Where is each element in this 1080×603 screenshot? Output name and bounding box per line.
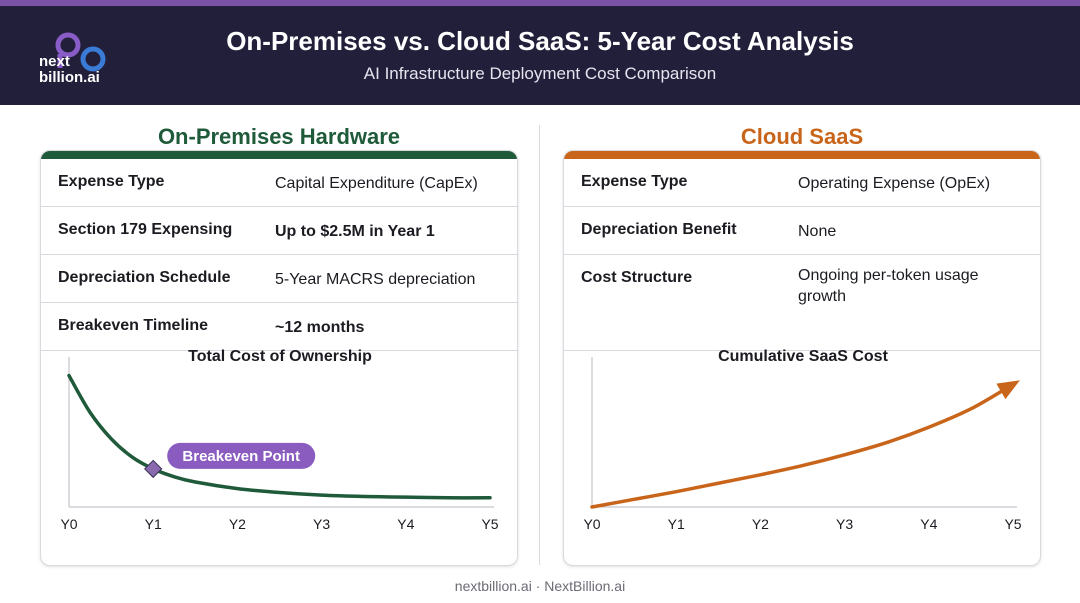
- breakeven-badge: [167, 442, 316, 469]
- row-value: None: [798, 223, 837, 240]
- column-divider: [539, 125, 540, 565]
- saas-chart: Cumulative SaaS Cost Y0 Y1 Y2 Y3 Y4 Y5: [564, 347, 1040, 565]
- row-value: Operating Expense (OpEx): [798, 175, 991, 192]
- x-tick-label: Y4: [920, 516, 937, 532]
- saas-title: Cloud SaaS: [740, 124, 864, 149]
- x-tick-label: Y0: [60, 516, 77, 532]
- chart-title: Cumulative SaaS Cost: [718, 348, 889, 365]
- row-value: Ongoing per-token usage growth: [798, 267, 979, 305]
- x-tick-label: Y4: [397, 516, 414, 532]
- logo-line-2: billion.ai: [39, 69, 100, 86]
- onprem-row-breakeven: Breakeven Timeline ~12 months: [41, 303, 517, 351]
- page-subtitle: AI Infrastructure Deployment Cost Compar…: [363, 64, 717, 83]
- row-label: Breakeven Timeline: [58, 317, 209, 334]
- tco-chart: Total Cost of Ownership Y0 Y1 Y2 Y3 Y4 Y5 Break…: [41, 347, 517, 565]
- footer-credit: nextbillion.ai · NextBillion.ai: [454, 578, 626, 594]
- x-tick-label: Y5: [1004, 516, 1021, 532]
- row-label: Expense Type: [58, 173, 165, 190]
- x-tick-label: Y3: [836, 516, 853, 532]
- onprem-row-depreciation: Depreciation Schedule 5-Year MACRS depre…: [41, 255, 517, 303]
- x-tick-label: Y0: [583, 516, 600, 532]
- row-label: Depreciation Benefit: [581, 221, 737, 238]
- onprem-card: Expense Type Capital Expenditure (CapEx)…: [40, 150, 518, 566]
- arrowhead: [996, 380, 1020, 400]
- saas-row-expense-type: Expense Type Operating Expense (OpEx): [564, 159, 1040, 207]
- saas-card-bar: [564, 151, 1040, 159]
- x-tick-label: Y1: [668, 516, 685, 532]
- row-label: Cost Structure: [581, 269, 693, 286]
- onprem-title: On-Premises Hardware: [157, 124, 401, 149]
- row-label: Expense Type: [581, 173, 688, 190]
- row-value: ~12 months: [275, 319, 365, 336]
- chart-title: Total Cost of Ownership: [188, 348, 372, 365]
- breakeven-label: Breakeven Point: [182, 448, 300, 465]
- series-line: [67, 373, 492, 500]
- onprem-card-bar: [41, 151, 517, 159]
- series-line: [590, 382, 1015, 509]
- nextbillion-logo-icon: [55, 32, 106, 72]
- row-value: Up to $2.5M in Year 1: [275, 223, 435, 240]
- saas-row-depreciation: Depreciation Benefit None: [564, 207, 1040, 255]
- onprem-row-section-179: Section 179 Expensing Up to $2.5M in Yea…: [41, 207, 517, 255]
- x-tick-label: Y2: [752, 516, 769, 532]
- header: next billion.ai On-Premises vs. Cloud Sa…: [0, 6, 1080, 105]
- breakeven-marker: [144, 459, 163, 479]
- row-value: 5-Year MACRS depreciation: [275, 271, 476, 288]
- onprem-row-expense-type: Expense Type Capital Expenditure (CapEx): [41, 159, 517, 207]
- saas-card: Expense Type Operating Expense (OpEx) De…: [563, 150, 1041, 566]
- saas-row-cost-structure: Cost Structure Ongoing per-token usage g…: [564, 255, 1040, 351]
- row-label: Depreciation Schedule: [58, 269, 231, 286]
- row-value: Capital Expenditure (CapEx): [275, 175, 478, 192]
- accent-bar: [0, 0, 1080, 6]
- x-tick-label: Y2: [229, 516, 246, 532]
- logo-line-1: next: [39, 53, 70, 70]
- x-tick-label: Y3: [313, 516, 330, 532]
- saas-chart-svg: Cumulative SaaS Cost Y0 Y1 Y2 Y3 Y4 Y5: [583, 348, 1021, 532]
- x-tick-label: Y5: [481, 516, 498, 532]
- x-tick-label: Y1: [145, 516, 162, 532]
- row-label: Section 179 Expensing: [58, 221, 233, 238]
- page-title: On-Premises vs. Cloud SaaS: 5-Year Cost …: [226, 26, 854, 56]
- tco-chart-svg: Total Cost of Ownership Y0 Y1 Y2 Y3 Y4 Y5 Break…: [60, 348, 498, 532]
- logo-wordmark: next billion.ai: [39, 54, 100, 86]
